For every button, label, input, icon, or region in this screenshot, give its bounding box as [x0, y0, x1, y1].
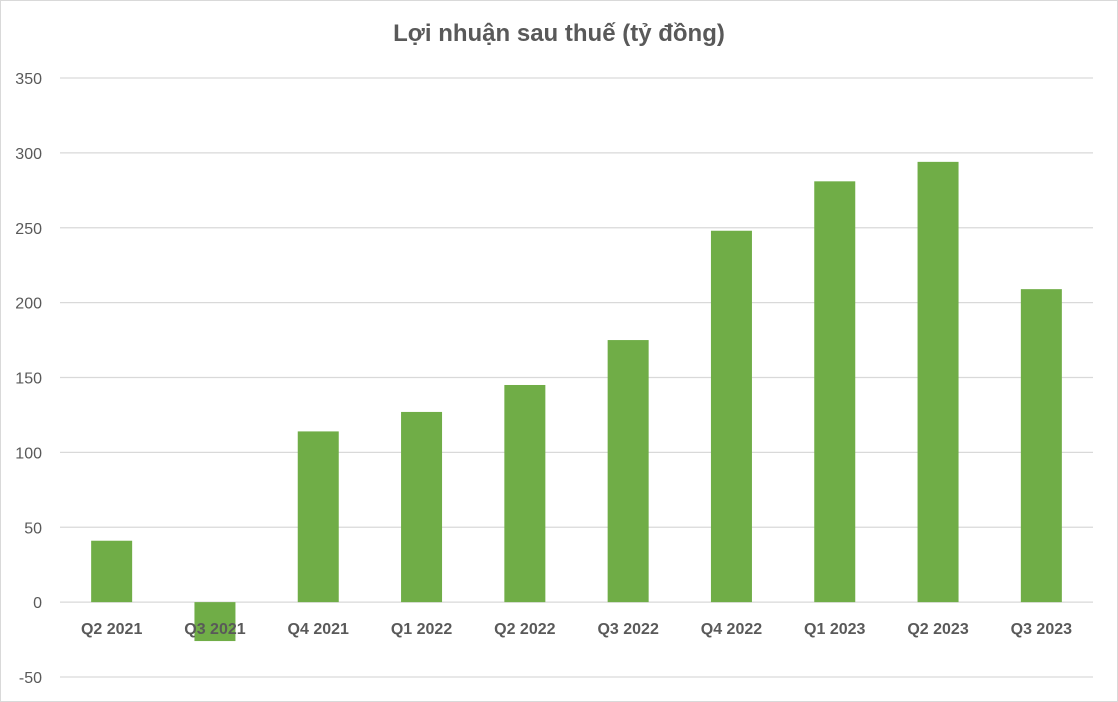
- x-category-label: Q3 2023: [1011, 621, 1072, 638]
- bar-q1-2022: [401, 411, 443, 603]
- x-category-label: Q4 2022: [701, 621, 762, 638]
- y-tick-label: 200: [15, 296, 42, 313]
- bar-q4-2021: [297, 431, 339, 603]
- x-category-label: Q1 2022: [391, 621, 452, 638]
- y-tick-label: 100: [15, 445, 42, 462]
- x-axis-categories: Q2 2021 Q3 2021 Q4 2021 Q1 2022 Q2 2022 Q3 20…: [81, 621, 1072, 638]
- y-tick-label: 50: [24, 520, 42, 537]
- x-category-label: Q2 2021: [81, 621, 142, 638]
- x-category-label: Q2 2022: [494, 621, 555, 638]
- y-tick-label: 150: [15, 371, 42, 388]
- bar-q1-2023: [814, 181, 856, 603]
- y-tick-label: -50: [19, 670, 42, 687]
- bar-q2-2023: [917, 161, 959, 603]
- bar-q3-2023: [1020, 289, 1062, 603]
- chart-title: Lợi nhuận sau thuế (tỷ đồng): [393, 20, 725, 47]
- x-category-label: Q3 2022: [597, 621, 658, 638]
- y-tick-label: 0: [33, 595, 42, 612]
- bar-q2-2021: [91, 540, 133, 603]
- x-category-label: Q3 2021: [184, 621, 245, 638]
- bar-q3-2021: [194, 602, 236, 642]
- y-tick-label: 250: [15, 221, 42, 238]
- bars: [91, 161, 1062, 642]
- bar-q4-2022: [710, 230, 752, 603]
- x-category-label: Q4 2021: [288, 621, 349, 638]
- x-category-label: Q1 2023: [804, 621, 865, 638]
- y-tick-label: 300: [15, 146, 42, 163]
- y-axis-ticks: -50 0 50 100 150 200 250 300 350: [15, 71, 42, 687]
- y-tick-label: 350: [15, 71, 42, 88]
- x-category-label: Q2 2023: [907, 621, 968, 638]
- bar-q2-2022: [504, 384, 546, 603]
- bar-q3-2022: [607, 340, 649, 603]
